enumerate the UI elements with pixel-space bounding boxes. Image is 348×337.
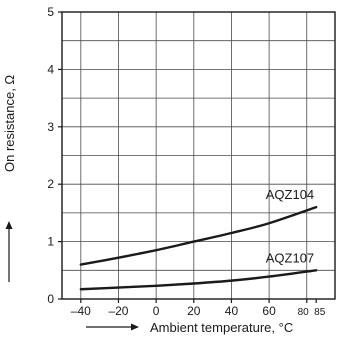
x-tick-label: –20 [108, 304, 128, 318]
x-axis-title: Ambient temperature, °C [150, 320, 293, 335]
series-layer: AQZ104 AQZ107 [79, 187, 318, 291]
y-axis-title-group: On resistance, Ω [2, 75, 17, 282]
series-label-aqz107: AQZ107 [266, 250, 314, 265]
series-line-aqz107 [79, 269, 318, 291]
plot-frame [61, 11, 336, 300]
y-tick-label: 1 [47, 235, 54, 249]
y-axis-title: On resistance, Ω [2, 75, 17, 172]
y-tick-label: 0 [47, 292, 54, 306]
x-tick-label: –40 [71, 304, 91, 318]
grid [62, 12, 335, 299]
x-tick-label: 40 [225, 304, 239, 318]
y-axis-arrow-head [5, 221, 13, 229]
y-ticks: 0 1 2 3 4 5 [47, 5, 62, 306]
x-tick-label: 80 [298, 307, 310, 318]
series-line-aqz104 [79, 205, 318, 266]
y-tick-label: 5 [47, 5, 54, 19]
y-tick-label: 3 [47, 120, 54, 134]
x-tick-label: 60 [262, 304, 276, 318]
x-tick-label: 0 [153, 304, 160, 318]
x-tick-label: 85 [314, 307, 326, 318]
series-label-aqz104: AQZ104 [266, 187, 314, 202]
x-tick-label: 20 [187, 304, 201, 318]
x-axis-arrow-head [131, 323, 139, 331]
y-tick-label: 2 [47, 177, 54, 191]
y-tick-label: 4 [47, 62, 54, 76]
x-axis-title-group: Ambient temperature, °C [86, 320, 293, 335]
x-ticks: –40 –20 0 20 40 60 80 85 [71, 299, 326, 318]
